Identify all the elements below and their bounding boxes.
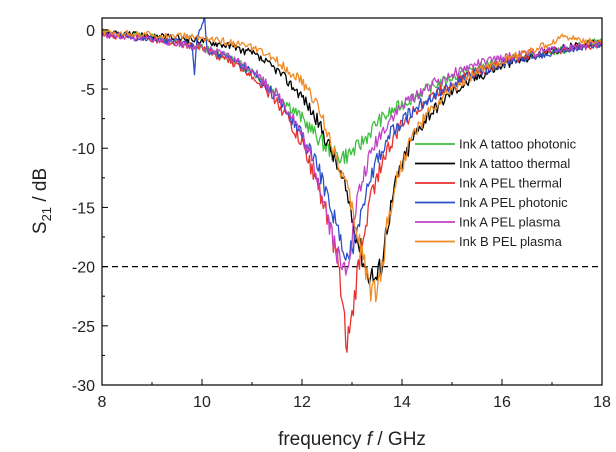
x-axis-title-symbol: f <box>367 429 374 450</box>
x-axis-title-prefix: frequency <box>278 429 367 450</box>
x-tick-label: 8 <box>98 394 107 411</box>
x-tick-label: 14 <box>393 394 411 411</box>
y-tick-label: -25 <box>72 319 95 336</box>
y-axis-title-sub: 21 <box>39 207 54 221</box>
y-axis-title-unit: / dB <box>30 168 51 207</box>
x-tick-label: 18 <box>593 394 611 411</box>
x-axis-title-unit: / GHz <box>372 429 426 450</box>
x-tick-label: 16 <box>493 394 511 411</box>
legend-label: Ink A PEL thermal <box>459 176 562 191</box>
y-tick-label: -15 <box>72 200 95 217</box>
legend-label: Ink A tattoo thermal <box>459 156 570 171</box>
series-line <box>102 31 602 353</box>
y-tick-label: -5 <box>81 82 95 99</box>
y-axis-title: S21 / dB <box>30 168 54 234</box>
y-tick-label: -10 <box>72 141 95 158</box>
x-tick-label: 12 <box>293 394 311 411</box>
legend-label: Ink A tattoo photonic <box>459 137 577 152</box>
legend-label: Ink A PEL photonic <box>459 195 568 210</box>
legend-label: Ink A PEL plasma <box>459 215 561 230</box>
y-tick-label: 0 <box>86 23 95 40</box>
series-line <box>102 28 602 303</box>
y-axis-title-main: S <box>30 221 51 234</box>
x-tick-label: 10 <box>193 394 211 411</box>
legend: Ink A tattoo photonic Ink A tattoo therma… <box>415 137 577 249</box>
legend-label: Ink B PEL plasma <box>459 234 563 249</box>
y-tick-label: -30 <box>72 378 95 395</box>
y-tick-label: -20 <box>72 260 95 277</box>
x-axis-title: frequency f / GHz <box>278 429 426 450</box>
